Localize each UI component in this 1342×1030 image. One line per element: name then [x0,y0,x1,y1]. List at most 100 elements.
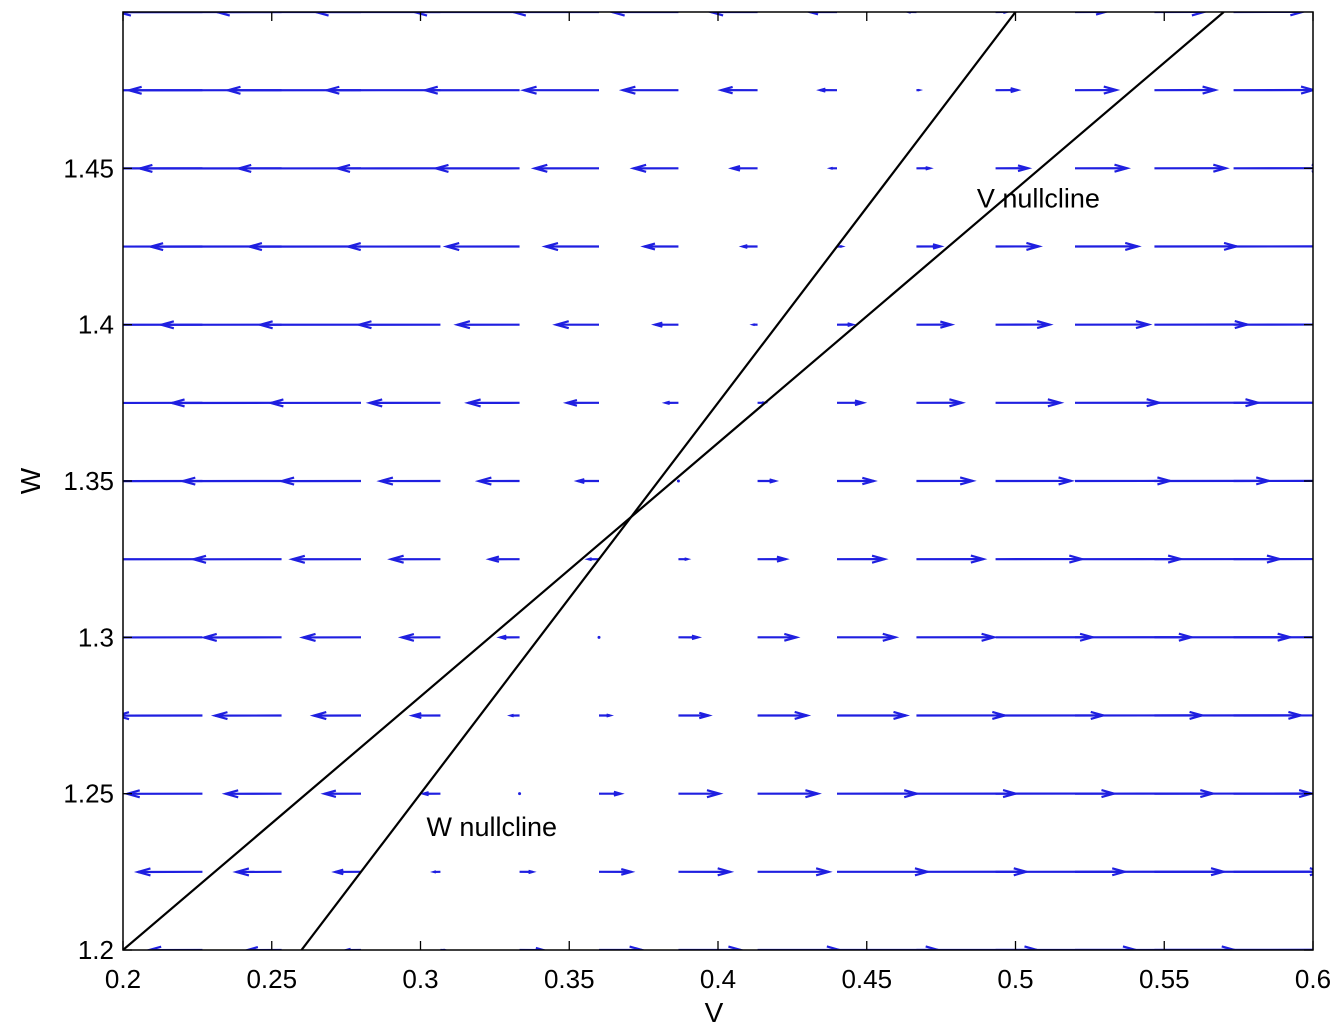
field-arrow [530,163,600,173]
field-arrow [597,635,601,639]
field-arrow [123,789,203,799]
field-arrow [995,87,1022,94]
field-arrow [1074,398,1164,408]
field-arrow [496,634,520,641]
field-arrow [916,710,1009,720]
nullclines [123,12,1225,950]
annotations: V nullcline W nullcline [426,183,1099,841]
field-arrow [1154,163,1230,173]
field-arrow [916,632,999,642]
field-arrow [354,320,441,330]
v-nullcline-label: V nullcline [977,183,1100,213]
field-arrow [309,711,362,721]
field-arrow [995,476,1076,486]
field-arrow [995,241,1043,251]
field-arrow [995,554,1086,564]
field-arrow [266,398,362,408]
field-arrow [1233,323,1313,326]
field-arrow [584,557,600,562]
field-arrow [1312,948,1313,950]
field-arrow [519,946,548,950]
field-arrow [123,558,203,561]
x-tick-label: 0.3 [402,964,438,994]
y-tick-label: 1.2 [78,935,114,965]
field-arrow [421,85,520,95]
field-arrow [1233,870,1313,873]
field-arrow [1233,85,1313,95]
field-arrow [123,12,124,14]
field-arrow [1233,245,1313,248]
x-tick-label: 0.2 [105,964,141,994]
x-tick-label: 0.55 [1139,964,1190,994]
field-arrow [1233,636,1313,639]
field-arrow [123,636,203,639]
field-arrow [598,790,625,797]
field-arrow [123,402,124,404]
field-arrow [816,87,838,93]
field-arrow [123,90,124,92]
field-arrow [1313,8,1342,15]
field-arrow [1154,12,1208,17]
field-arrow [133,867,203,877]
field-arrow [678,711,713,720]
field-arrow [299,632,362,642]
field-arrow [519,869,537,875]
field-arrow [640,242,679,251]
field-arrow [1312,89,1313,91]
field-arrow [123,715,124,717]
field-arrow [757,555,790,563]
field-arrow [916,243,945,250]
field-arrow [1312,870,1313,872]
field-arrow [1312,323,1313,325]
w-nullcline-label: W nullcline [426,812,557,842]
field-arrow [520,85,600,95]
x-tick-label: 0.25 [246,964,297,994]
field-arrow [387,554,441,564]
field-arrow [1154,319,1252,330]
field-arrow [749,323,758,327]
field-arrow [836,399,868,407]
field-arrow [1312,167,1313,169]
field-arrow [995,320,1054,330]
vector-field [123,8,1342,950]
field-arrow [995,164,1033,173]
field-arrow [598,713,614,718]
field-arrow [678,789,724,799]
x-axis-label: V [705,997,724,1028]
field-arrow [123,246,124,248]
field-arrow [836,322,857,328]
field-arrow [826,166,838,170]
field-arrow [1233,557,1313,561]
y-tick-label: 1.3 [78,622,114,652]
field-arrow [1075,12,1110,16]
field-arrow [1312,558,1313,560]
field-arrow [1312,479,1313,481]
field-arrow [757,478,780,484]
x-tick-label: 0.5 [997,964,1033,994]
field-arrow [518,792,522,796]
field-arrow [1074,85,1121,95]
field-arrow [573,478,600,484]
field-arrow [1312,792,1313,794]
field-arrow [678,945,745,950]
field-arrow [836,554,889,564]
field-arrow [757,710,812,721]
field-arrow [1233,714,1313,717]
y-axis-label: W [15,467,46,494]
field-arrow [836,476,878,486]
field-arrow [320,789,362,799]
field-arrow [651,321,679,328]
field-arrow [430,870,441,874]
field-arrow [678,867,735,877]
field-arrow [598,867,636,876]
field-arrow [245,242,362,252]
field-arrow [431,163,520,173]
field-arrow [836,789,921,799]
w-nullcline-line [300,12,1017,950]
field-arrow [552,320,600,330]
field-arrow [678,634,703,641]
v-nullcline-line [123,12,1225,950]
field-arrow [629,163,679,173]
field-arrow [728,165,758,172]
